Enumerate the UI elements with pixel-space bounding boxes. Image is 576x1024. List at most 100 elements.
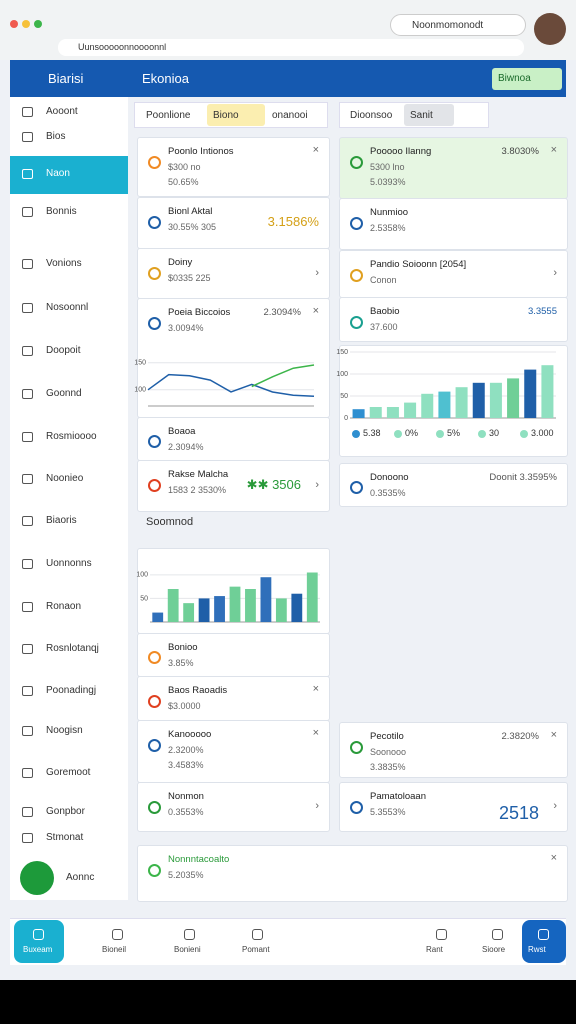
sidebar-icon (22, 474, 33, 484)
search-box[interactable] (390, 14, 526, 36)
sidebar-item[interactable]: Nosoonnl (46, 302, 89, 313)
card-icon (350, 217, 363, 230)
sidebar-item[interactable]: Uonnonns (46, 558, 92, 569)
card: Donoono 0.3535% Doonit 3.3595% (339, 463, 568, 507)
card-icon (148, 801, 161, 814)
card-title: Baos Raoadis (168, 685, 228, 696)
close-button[interactable]: × (550, 144, 557, 156)
close-button[interactable]: × (550, 729, 557, 741)
sidebar-item[interactable]: Gonpbor (46, 806, 85, 817)
card-icon (148, 267, 161, 280)
card-title: Donoono (370, 472, 409, 483)
avatar[interactable] (534, 13, 566, 45)
close-button[interactable]: × (312, 683, 319, 695)
bar (291, 593, 303, 622)
tab-label[interactable]: onanooi (272, 110, 308, 121)
sidebar-item[interactable]: Rosnlotanqj (46, 643, 99, 654)
chevron[interactable]: › (315, 800, 319, 812)
tab (404, 104, 454, 126)
tab-label[interactable]: Sanit (410, 110, 433, 121)
y-tick-label: 150 (336, 349, 348, 356)
tab-label[interactable]: Biono (213, 110, 239, 121)
nav-item[interactable]: Rwst (528, 945, 546, 954)
header-button[interactable] (492, 68, 562, 90)
bar (421, 393, 434, 418)
sidebar-icon (22, 686, 33, 696)
nav-item[interactable]: Buxeam (23, 945, 53, 954)
bar (245, 589, 256, 622)
sidebar-item[interactable]: Goremoot (46, 767, 91, 778)
card-title: Rakse Malcha (168, 469, 229, 480)
bar (229, 586, 241, 622)
chevron[interactable]: › (315, 266, 319, 279)
sidebar-item[interactable]: Bonnis (46, 206, 77, 217)
nav-icon (492, 929, 503, 940)
bar (306, 572, 318, 622)
card-icon (350, 741, 363, 754)
dot[interactable] (10, 20, 18, 28)
bar (167, 589, 179, 622)
chevron[interactable]: › (553, 800, 557, 812)
card-line: 5.2035% (168, 870, 204, 880)
card: Doiny $0335 225 › (137, 248, 330, 299)
address-bar[interactable] (58, 39, 524, 56)
card-title: Nunmioo (370, 207, 409, 218)
nav-item[interactable]: Sioore (482, 945, 506, 954)
card: Kanooooo 2.3200% 3.4583% × (137, 720, 330, 783)
card-title: Baobio (370, 306, 400, 317)
sidebar-item[interactable]: Biaoris (46, 515, 77, 526)
search-text: Noonmomonodt (412, 20, 484, 31)
sidebar-item[interactable]: Noogisn (46, 725, 83, 736)
close-button[interactable]: × (312, 727, 319, 739)
chevron[interactable]: › (315, 479, 319, 491)
nav-item[interactable]: Pomant (242, 945, 270, 954)
sidebar-item[interactable]: Doopoit (46, 345, 81, 356)
card-line: 5.0393% (370, 177, 406, 187)
chevron[interactable]: › (553, 267, 557, 279)
card-line: 2.3094% (168, 442, 204, 452)
tab-label[interactable]: Poonlione (146, 110, 191, 121)
sidebar-item[interactable]: Naon (46, 168, 70, 179)
nav-item[interactable]: Bonieni (174, 945, 201, 954)
legend-label: 3.000 (531, 428, 554, 438)
sidebar-icon (22, 169, 33, 179)
card-line: 0.3535% (370, 488, 406, 498)
sidebar-item[interactable]: Bios (46, 131, 66, 142)
sidebar-item[interactable]: Vonions (46, 258, 82, 269)
nav-icon (252, 929, 263, 940)
card: Rakse Malcha 1583 2 3530% ✱✱ 3506 › (137, 460, 330, 512)
nav-item[interactable]: Bioneil (102, 945, 127, 954)
card: Nonmon 0.3553% › (137, 782, 330, 832)
sidebar-item[interactable]: Ronaon (46, 601, 82, 612)
close-button[interactable]: × (312, 144, 319, 156)
fab (20, 861, 54, 895)
sidebar-item[interactable]: Rosmioooo (46, 431, 97, 442)
card-value: 2.3820% (501, 731, 539, 742)
nav-item[interactable]: Rant (426, 945, 443, 954)
card-title: Pecotilo (370, 731, 404, 742)
bar (198, 598, 210, 622)
sidebar-item[interactable]: Poonadingj (46, 685, 97, 696)
sidebar-item[interactable]: Goonnd (46, 388, 82, 399)
card-line: 0.3553% (168, 807, 204, 817)
card-icon (148, 739, 161, 752)
bar (455, 387, 468, 418)
legend-dot (352, 430, 360, 438)
dot[interactable] (34, 20, 42, 28)
card-title: Nonnntacoalto (168, 854, 230, 865)
sidebar-item[interactable]: Stmonat (46, 832, 84, 843)
bar (524, 369, 537, 418)
card-icon (350, 801, 363, 814)
close-button[interactable]: × (312, 305, 319, 317)
legend-dot (394, 430, 402, 438)
sidebar-item[interactable]: Noonieo (46, 473, 84, 484)
close-button[interactable]: × (550, 852, 557, 864)
card-line: 3.3835% (370, 762, 406, 772)
nav-selected (14, 920, 64, 963)
sidebar-item[interactable]: Aooont (46, 106, 78, 117)
card: Poeia Biccoios 3.0094% 2.3094% × (137, 298, 330, 418)
dot[interactable] (22, 20, 30, 28)
bar (183, 603, 195, 622)
tab-label[interactable]: Dioonsoo (350, 110, 393, 121)
bar (438, 391, 451, 418)
